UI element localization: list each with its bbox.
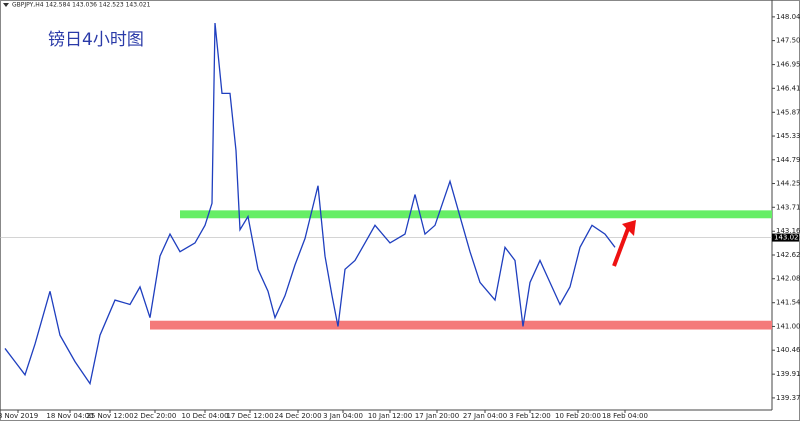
- y-tick-label: 141.000: [776, 322, 800, 330]
- y-tick-label: 148.040: [776, 13, 800, 21]
- y-tick-label: 145.330: [776, 132, 800, 140]
- y-tick-label: 144.250: [776, 180, 800, 188]
- x-tick-label: 10 Dec 04:00: [181, 412, 228, 420]
- x-tick-label: 2 Dec 20:00: [134, 412, 177, 420]
- y-tick-label: 140.460: [776, 346, 800, 354]
- arrow-head: [622, 220, 636, 236]
- chart-title: 镑日4小时图: [48, 30, 144, 50]
- header: GBPJPY,H4 142.584 143.036 142.523 143.02…: [12, 2, 151, 9]
- x-tick-label: 24 Dec 20:00: [274, 412, 321, 420]
- y-tick-label: 145.870: [776, 108, 800, 116]
- x-tick-label: 18 Feb 04:00: [602, 412, 648, 420]
- x-tick-label: 10 Feb 20:00: [555, 412, 601, 420]
- x-tick-label: 8 Nov 2019: [0, 412, 38, 420]
- x-tick-label: 18 Nov 04:00: [46, 412, 93, 420]
- y-tick-label: 142.625: [776, 251, 800, 259]
- y-tick-label: 142.085: [776, 275, 800, 283]
- y-tick-label: 146.955: [776, 61, 800, 69]
- y-tick-label: 143.710: [776, 203, 800, 211]
- x-tick-label: 25 Nov 12:00: [86, 412, 133, 420]
- price-tag-label: 143.021: [774, 234, 800, 242]
- y-tick-label: 143.165: [776, 227, 800, 235]
- y-tick-label: 139.375: [776, 394, 800, 402]
- x-tick-label: 17 Dec 12:00: [226, 412, 273, 420]
- level-band: [180, 210, 772, 219]
- x-tick-label: 27 Jan 04:00: [463, 412, 507, 420]
- y-tick-label: 139.915: [776, 370, 800, 378]
- x-tick-label: 10 Jan 12:00: [368, 412, 412, 420]
- y-tick-label: 141.540: [776, 299, 800, 307]
- price-tag: [772, 233, 799, 242]
- x-tick-label: 3 Feb 12:00: [509, 412, 550, 420]
- y-tick-label: 144.790: [776, 156, 800, 164]
- x-tick-label: 17 Jan 20:00: [415, 412, 459, 420]
- arrow: [612, 225, 631, 267]
- price-line-series: [4, 22, 616, 386]
- x-tick-label: 3 Jan 04:00: [323, 412, 363, 420]
- menu-icon[interactable]: [3, 3, 9, 7]
- y-tick-label: 146.415: [776, 84, 800, 92]
- level-band: [150, 320, 772, 330]
- y-tick-label: 147.500: [776, 37, 800, 45]
